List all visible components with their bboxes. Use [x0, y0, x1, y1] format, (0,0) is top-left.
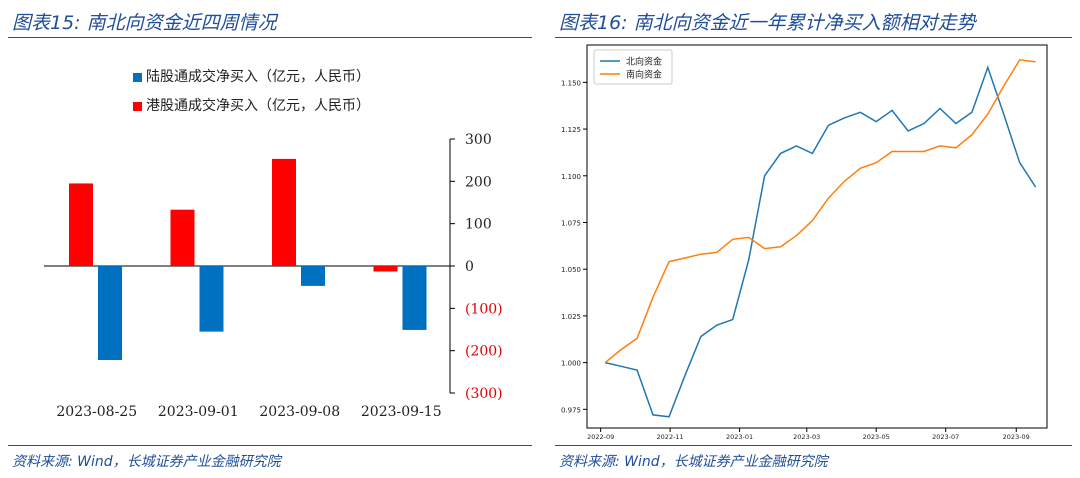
right-footer-rule	[555, 445, 1072, 446]
legend-swatch-red	[133, 101, 142, 111]
legend-label: 北向资金	[626, 56, 662, 68]
right-figure-title: 图表16: 南北向资金近一年累计净买入额相对走势	[559, 12, 976, 34]
legend-box	[593, 49, 673, 85]
x-tick-label: 2023-09-15	[361, 404, 442, 420]
x-tick-label: 2023-09-01	[158, 404, 239, 420]
y-tick-label: 1.125	[561, 126, 581, 134]
y-tick-label: (100)	[465, 301, 503, 317]
y-tick-label: 1.100	[561, 173, 581, 181]
y-tick-label: 1.025	[561, 313, 581, 321]
plot-frame	[586, 44, 1048, 429]
y-tick-label: 1.075	[561, 219, 581, 227]
x-tick-label: 2023-07	[932, 433, 959, 441]
left-title-rule	[8, 37, 532, 38]
bar-southbound	[170, 209, 195, 266]
right-panel: 图表16: 南北向资金近一年累计净买入额相对走势 1.150 1.125 1.100…	[547, 0, 1080, 478]
left-panel: 图表15: 南北向资金近四周情况 陆股通成交净买入（亿元，人民币） 港股通成交净…	[8, 12, 532, 470]
y-tick-label: 0	[465, 259, 474, 275]
left-legend-label-2: 港股通成交净买入（亿元，人民币）	[146, 98, 370, 114]
left-source-note: 资料来源: Wind，长城证券产业金融研究院	[12, 454, 281, 470]
bar-northbound	[199, 266, 224, 332]
x-tick-label: 2023-09-08	[259, 404, 340, 420]
y-tick-label: 200	[465, 174, 492, 190]
x-tick-label: 2023-08-25	[56, 404, 137, 420]
bar-northbound	[98, 266, 122, 360]
northbound-line	[605, 65, 1037, 418]
left-footer-rule	[8, 445, 532, 446]
legend-swatch-blue	[133, 72, 142, 82]
y-tick-label: 1.000	[561, 360, 581, 368]
bar-southbound	[272, 158, 296, 266]
left-legend-item-2: 港股通成交净买入（亿元，人民币）	[133, 95, 370, 115]
y-tick-label: (200)	[465, 344, 503, 360]
x-tick-label: 2023-01	[726, 433, 753, 441]
x-tick-label: 2022-09	[587, 433, 614, 441]
left-bar-chart: 300 200 100 0 (100) (200) (300) 2023-08-25 2023-…	[44, 132, 503, 420]
x-tick-label: 2023-09	[1003, 433, 1030, 441]
y-tick-label: 300	[465, 132, 492, 148]
bar-northbound	[301, 266, 325, 286]
right-line-chart: 1.150 1.125 1.100 1.075 1.050 1.025 1.000 0.975…	[561, 44, 1048, 441]
left-legend-label-1: 陆股通成交净买入（亿元，人民币）	[146, 69, 370, 85]
legend-label: 南向资金	[626, 69, 662, 81]
y-tick-label: 1.050	[561, 266, 581, 274]
bar-southbound	[373, 266, 398, 272]
bar-northbound	[402, 266, 427, 330]
y-tick-label: (300)	[465, 386, 503, 402]
x-tick-label: 2023-03	[793, 433, 820, 441]
left-legend-item-1: 陆股通成交净买入（亿元，人民币）	[133, 66, 370, 86]
southbound-line	[604, 59, 1036, 364]
right-title-rule	[555, 37, 1072, 38]
y-tick-label: 0.975	[561, 406, 581, 414]
y-tick-label: 100	[465, 217, 492, 233]
x-tick-label: 2023-05	[863, 433, 890, 441]
y-tick-label: 1.150	[561, 79, 581, 87]
left-figure-title: 图表15: 南北向资金近四周情况	[12, 12, 277, 34]
x-tick-label: 2022-11	[657, 433, 684, 441]
right-source-note: 资料来源: Wind，长城证券产业金融研究院	[559, 454, 828, 470]
bar-southbound	[69, 183, 93, 266]
